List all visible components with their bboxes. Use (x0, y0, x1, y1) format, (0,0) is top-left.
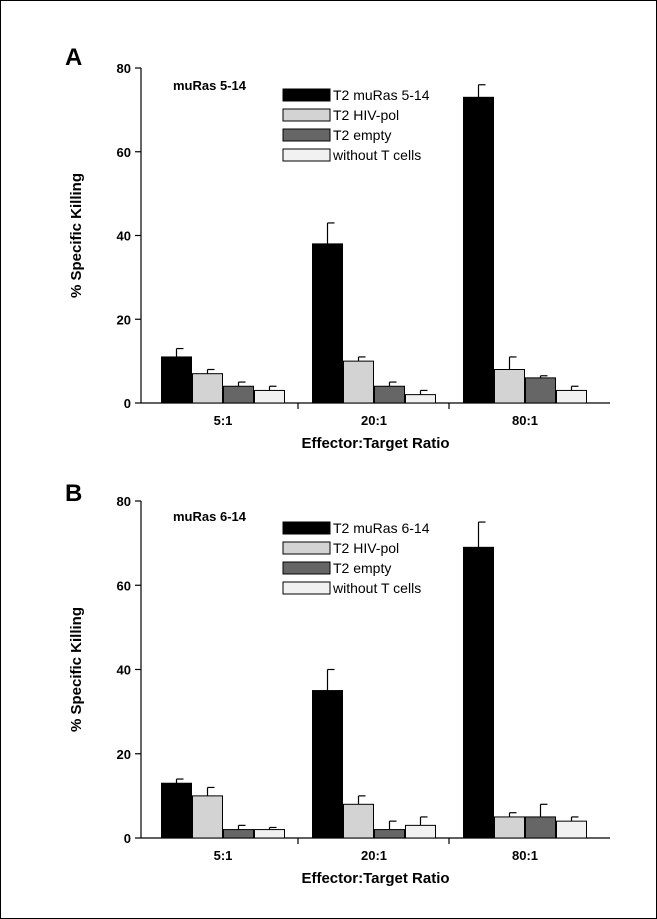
x-tick-label: 80:1 (512, 413, 538, 428)
bar (192, 795, 223, 839)
y-axis-title: % Specific Killing (68, 173, 85, 298)
bar (463, 546, 494, 839)
y-tick-label: 80 (117, 494, 131, 509)
y-tick-label: 20 (117, 747, 131, 762)
y-tick-label: 60 (117, 578, 131, 593)
legend-swatch (282, 521, 331, 535)
x-axis-title: Effector:Target Ratio (301, 435, 449, 452)
bar (223, 385, 254, 404)
bar (254, 389, 285, 404)
bar (525, 377, 556, 404)
legend-swatch (282, 581, 331, 595)
legend-swatch (282, 541, 331, 555)
bar (494, 816, 525, 839)
bar (192, 373, 223, 404)
panel-title: muRas 5-14 (173, 78, 247, 93)
bar (525, 816, 556, 839)
panel-title: muRas 6-14 (173, 509, 247, 524)
bar (312, 690, 343, 839)
bar (161, 782, 192, 839)
panel-letter: A (65, 44, 82, 71)
y-tick-label: 80 (117, 61, 131, 76)
bar (161, 356, 192, 404)
y-tick-label: 60 (117, 145, 131, 160)
bar (556, 389, 587, 404)
bar (556, 820, 587, 839)
bar (405, 394, 436, 404)
bar (405, 824, 436, 839)
x-tick-label: 20:1 (361, 413, 387, 428)
bar (312, 243, 343, 404)
x-tick-label: 20:1 (361, 848, 387, 863)
x-axis-title: Effector:Target Ratio (301, 870, 449, 887)
bar (463, 96, 494, 404)
bar (254, 829, 285, 839)
x-tick-label: 80:1 (512, 848, 538, 863)
legend-entry: T2 HIV-pol (333, 540, 399, 556)
bar (374, 385, 405, 404)
bar (494, 369, 525, 404)
y-tick-label: 0 (124, 396, 131, 411)
legend-swatch (282, 108, 331, 122)
legend-swatch (282, 128, 331, 142)
y-tick-label: 40 (117, 663, 131, 678)
bar (343, 360, 374, 404)
legend-entry: T2 muRas 6-14 (333, 520, 430, 536)
bar (343, 803, 374, 839)
legend-entry: T2 empty (333, 127, 391, 143)
bar (223, 829, 254, 839)
y-tick-label: 20 (117, 312, 131, 327)
panel-letter: B (65, 480, 82, 507)
legend-entry: without T cells (332, 580, 421, 596)
legend-swatch (282, 148, 331, 162)
legend-swatch (282, 88, 331, 102)
legend-entry: T2 muRas 5-14 (333, 87, 430, 103)
x-tick-label: 5:1 (214, 848, 233, 863)
legend-swatch (282, 561, 331, 575)
legend-entry: without T cells (332, 147, 421, 163)
y-axis-title: % Specific Killing (68, 607, 85, 732)
y-tick-label: 0 (124, 831, 131, 846)
y-tick-label: 40 (117, 229, 131, 244)
legend-entry: T2 empty (333, 560, 391, 576)
bar (374, 829, 405, 839)
legend-entry: T2 HIV-pol (333, 107, 399, 123)
x-tick-label: 5:1 (214, 413, 233, 428)
